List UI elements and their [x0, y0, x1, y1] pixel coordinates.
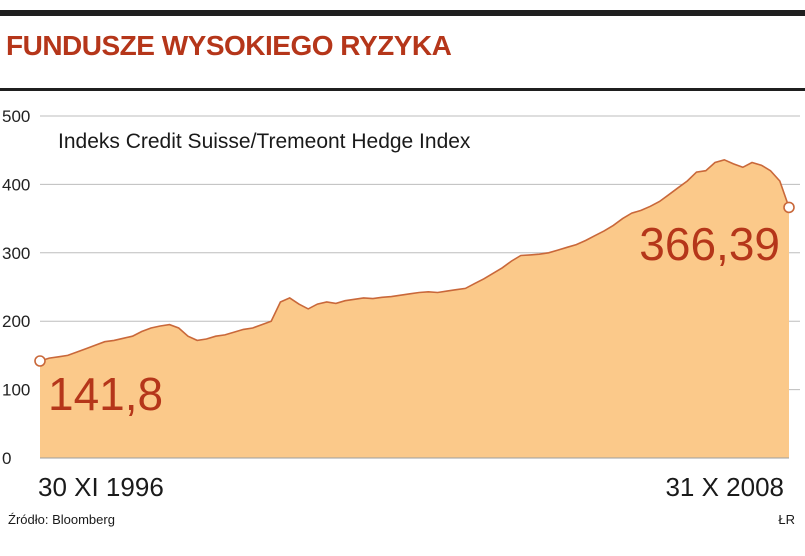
y-tick-label: 300: [2, 244, 30, 263]
author-credit: ŁR: [778, 512, 795, 527]
end-value-label: 366,39: [639, 218, 780, 270]
x-start-label: 30 XI 1996: [38, 472, 164, 502]
series-line: [39, 158, 790, 362]
area-fill: [40, 159, 789, 459]
y-tick-label: 200: [2, 312, 30, 331]
end-point-marker: [783, 201, 795, 214]
chart-headline: FUNDUSZE WYSOKIEGO RYZYKA: [6, 30, 452, 61]
start-point-marker: [34, 355, 46, 367]
y-tick-label: 400: [2, 175, 30, 194]
header-rule: [0, 88, 805, 91]
y-tick-label: 500: [2, 107, 30, 126]
y-tick-label: 100: [2, 381, 30, 400]
y-axis-ticks: 0 100 200 300 400 500: [2, 107, 30, 468]
chart-subtitle: Indeks Credit Suisse/Tremeont Hedge Inde…: [58, 130, 471, 153]
x-end-label: 31 X 2008: [665, 472, 784, 502]
source-note: Źródło: Bloomberg: [8, 512, 115, 527]
top-rule: [0, 10, 805, 16]
start-value-label: 141,8: [48, 368, 163, 420]
chart-area: 0 100 200 300 400 500 Indeks Credit Suisse/Tr…: [2, 107, 800, 502]
y-tick-label: 0: [2, 449, 11, 468]
